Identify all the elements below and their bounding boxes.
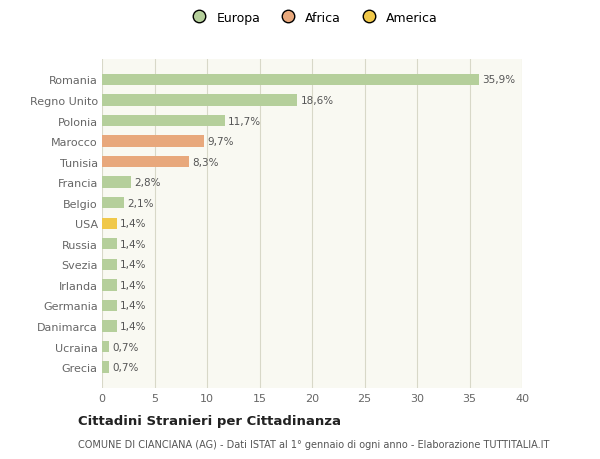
Bar xyxy=(102,300,117,311)
Bar xyxy=(102,177,131,188)
Bar xyxy=(102,157,189,168)
Bar xyxy=(102,198,124,209)
Legend: Europa, Africa, America: Europa, Africa, America xyxy=(181,7,443,30)
Text: COMUNE DI CIANCIANA (AG) - Dati ISTAT al 1° gennaio di ogni anno - Elaborazione : COMUNE DI CIANCIANA (AG) - Dati ISTAT al… xyxy=(78,440,550,449)
Text: 2,1%: 2,1% xyxy=(127,198,154,208)
Text: 1,4%: 1,4% xyxy=(120,260,146,270)
Bar xyxy=(102,218,117,230)
Text: 11,7%: 11,7% xyxy=(228,116,261,126)
Text: 18,6%: 18,6% xyxy=(301,96,334,106)
Text: 1,4%: 1,4% xyxy=(120,219,146,229)
Bar xyxy=(102,362,109,373)
Bar xyxy=(102,95,298,106)
Text: 1,4%: 1,4% xyxy=(120,301,146,311)
Bar xyxy=(102,259,117,270)
Text: Cittadini Stranieri per Cittadinanza: Cittadini Stranieri per Cittadinanza xyxy=(78,414,341,428)
Bar xyxy=(102,136,204,147)
Text: 1,4%: 1,4% xyxy=(120,239,146,249)
Text: 35,9%: 35,9% xyxy=(482,75,515,85)
Bar xyxy=(102,75,479,86)
Bar xyxy=(102,116,225,127)
Bar xyxy=(102,321,117,332)
Text: 1,4%: 1,4% xyxy=(120,321,146,331)
Text: 8,3%: 8,3% xyxy=(193,157,219,167)
Text: 9,7%: 9,7% xyxy=(207,137,233,147)
Text: 0,7%: 0,7% xyxy=(113,362,139,372)
Bar xyxy=(102,341,109,353)
Text: 0,7%: 0,7% xyxy=(113,342,139,352)
Text: 2,8%: 2,8% xyxy=(134,178,161,188)
Bar xyxy=(102,239,117,250)
Text: 1,4%: 1,4% xyxy=(120,280,146,290)
Bar xyxy=(102,280,117,291)
